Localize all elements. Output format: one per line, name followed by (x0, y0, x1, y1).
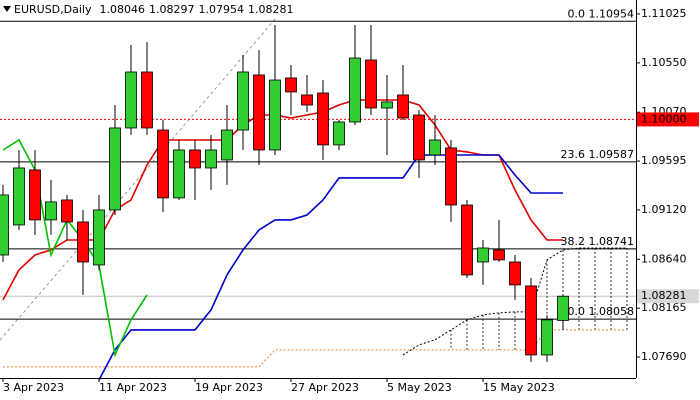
candle-body (557, 295, 569, 321)
fib-label: 0.0 1.10954 (568, 7, 634, 20)
candle-body (397, 94, 409, 119)
candle-body (445, 147, 457, 206)
candle-body (525, 285, 537, 356)
candle-body (301, 94, 313, 106)
candle-body (493, 249, 505, 261)
x-tick-label: 15 May 2023 (483, 381, 555, 394)
x-tick-label: 5 May 2023 (387, 381, 452, 394)
current-price-label: 1.08281 (641, 289, 687, 302)
candle-body (349, 57, 361, 123)
candle-body (461, 204, 473, 276)
candle-body (429, 139, 441, 156)
header: EURUSD,Daily 1.08046 1.08297 1.07954 1.08281 (14, 3, 293, 16)
candle-body (61, 199, 73, 223)
candle-body (253, 74, 265, 151)
candle-body (381, 101, 393, 109)
header-close: 1.08281 (248, 3, 294, 16)
indicator-line (98, 154, 563, 381)
y-tick-label: 1.07690 (641, 350, 687, 363)
candle-body (285, 77, 297, 93)
x-tick-label: 3 Apr 2023 (3, 381, 64, 394)
candle-body (157, 129, 169, 199)
candle-body (477, 247, 489, 263)
header-low: 1.07954 (198, 3, 244, 16)
plot-area: 0.0 1.10954 23.6 1.09587 38.2 1.08741 0.0 1… (0, 7, 636, 381)
candle-body (13, 167, 25, 226)
y-tick-label: 1.10550 (641, 56, 687, 69)
indicator-line (2, 138, 148, 358)
fib-label: 0.0 1.08058 (568, 305, 634, 318)
candle-body (509, 261, 521, 286)
candle-body (205, 149, 217, 169)
menu-arrow[interactable] (3, 6, 11, 12)
x-tick-label: 11 Apr 2023 (99, 381, 167, 394)
candle-body (317, 92, 329, 146)
alert-price-box (637, 112, 699, 127)
candle-body (125, 71, 137, 129)
y-tick-label: 1.08165 (641, 301, 687, 314)
x-tick-label: 19 Apr 2023 (195, 381, 263, 394)
fib-label: 23.6 1.09587 (561, 148, 634, 161)
current-price-box (637, 289, 699, 304)
y-tick-label: 1.11025 (641, 7, 687, 20)
header-open: 1.08046 (99, 3, 145, 16)
header-high: 1.08297 (149, 3, 195, 16)
candle-body (45, 201, 57, 221)
candle-body (333, 121, 345, 146)
candle-body (221, 129, 233, 161)
candle-body (173, 149, 185, 199)
candle-body (109, 127, 121, 211)
candle-body (237, 71, 249, 131)
candle-body (189, 149, 201, 169)
y-tick-label: 1.08640 (641, 252, 687, 265)
indicator-line (3, 329, 627, 368)
y-tick-label: 1.09595 (641, 154, 687, 167)
candle-body (77, 221, 89, 263)
indicator-line (402, 247, 627, 356)
x-tick-label: 27 Apr 2023 (291, 381, 359, 394)
candle-body (0, 194, 9, 256)
alert-price-label: 1.10000 (641, 112, 687, 125)
candle-body (541, 319, 553, 356)
candle-body (269, 79, 281, 151)
fib-trendline (0, 17, 277, 341)
candle-body (93, 209, 105, 266)
fib-label: 38.2 1.08741 (561, 235, 634, 248)
candle-body (141, 71, 153, 129)
candle-body (29, 169, 41, 221)
candle-body (413, 114, 425, 161)
y-tick-label: 1.09120 (641, 203, 687, 216)
symbol: EURUSD,Daily (14, 3, 92, 16)
candle-body (365, 59, 377, 109)
